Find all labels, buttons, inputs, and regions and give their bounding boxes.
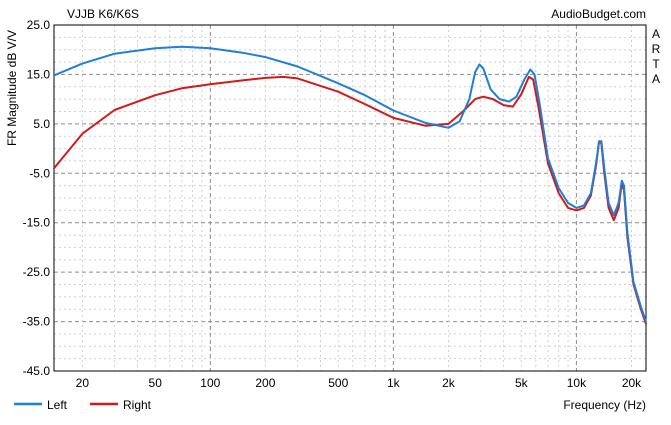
x-tick-label: 10k [567,376,587,390]
x-tick-label: 200 [255,376,275,390]
plot-frame [53,24,647,372]
y-tick-label: -35.0 [23,315,51,329]
x-tick-label: 100 [200,376,220,390]
y-tick-label: 25.0 [27,18,51,32]
chart-title: VJJB K6/K6S [67,7,139,21]
x-tick-label: 50 [149,376,163,390]
x-tick-label: 2k [442,376,456,390]
y-tick-label: -45.0 [23,364,51,378]
y-tick-labels: 25.0 15.0 5.0 -5.0 -15.0 -25.0 -35.0 -45.0 [23,18,51,378]
x-tick-label: 5k [515,376,529,390]
side-label-letter: A [652,72,660,86]
y-tick-label: 15.0 [27,67,51,81]
x-tick-label: 20k [622,376,642,390]
source-label: AudioBudget.com [551,7,646,21]
y-tick-label: 5.0 [33,117,50,131]
y-axis-label: FR Magnitude dB V/V [5,30,19,146]
y-tick-label: -15.0 [23,216,51,230]
legend-label-left: Left [47,398,68,412]
x-tick-label: 500 [328,376,348,390]
side-label-letter: R [652,42,661,56]
x-tick-label: 20 [76,376,90,390]
x-tick-label: 1k [387,376,401,390]
side-label-letter: T [652,57,660,71]
legend: Left Right [14,398,152,412]
x-tick-labels: 20 50 100 200 500 1k 2k 5k 10k 20k [76,376,642,390]
side-label-letter: A [652,27,660,41]
y-tick-label: -5.0 [29,166,50,180]
series-line-left [53,45,647,323]
legend-label-right: Right [123,398,152,412]
y-tick-label: -25.0 [23,265,51,279]
x-axis-label: Frequency (Hz) [563,398,646,412]
series-line-right [53,75,647,325]
series-layer [53,45,647,325]
